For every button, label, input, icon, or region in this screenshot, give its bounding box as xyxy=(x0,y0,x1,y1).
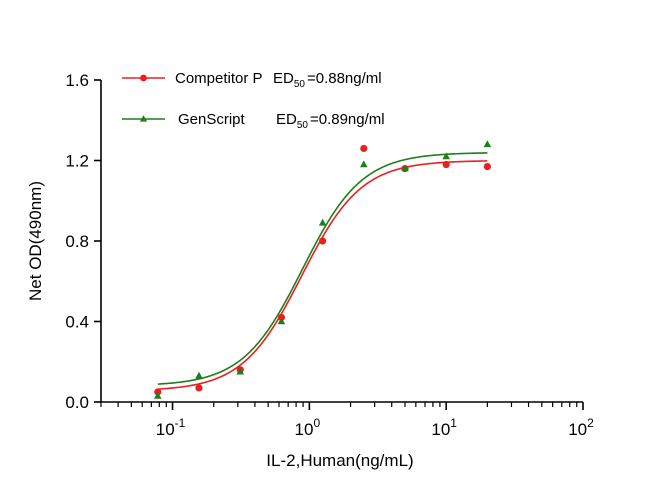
data-points xyxy=(154,140,492,399)
fit-curve-series-0 xyxy=(157,160,488,390)
data-point-series-1 xyxy=(483,140,492,148)
legend-ed50: ED50 =0.89ng/ml xyxy=(276,111,385,131)
data-point-series-0 xyxy=(195,384,203,392)
fit-curve-series-1 xyxy=(157,152,488,385)
data-point-series-0 xyxy=(319,237,327,245)
data-point-series-1 xyxy=(360,160,368,168)
legend-ed50: ED50 =0.88ng/ml xyxy=(273,70,382,90)
x-tick-label: 10-1 xyxy=(156,416,186,439)
data-point-series-1 xyxy=(236,367,245,375)
y-axis-title: Net OD(490nm) xyxy=(26,181,45,301)
x-tick-label: 102 xyxy=(568,416,594,439)
data-point-series-0 xyxy=(442,160,450,169)
x-tick-label: 101 xyxy=(431,416,457,439)
x-tick-label: 100 xyxy=(295,416,321,439)
data-point-series-1 xyxy=(277,317,286,325)
legend: Competitor P ED50 =0.88ng/ml GenScript ED50 =… xyxy=(122,70,385,131)
data-point-series-1 xyxy=(442,152,450,160)
y-tick-label: 0.4 xyxy=(65,313,89,332)
legend-series-name: Competitor P xyxy=(175,70,263,87)
y-tick-label: 1.2 xyxy=(65,152,89,171)
fit-curves xyxy=(157,152,488,390)
legend-series-name: GenScript xyxy=(178,111,246,128)
y-tick-label: 0.0 xyxy=(65,393,89,412)
y-tick-label: 0.8 xyxy=(65,232,89,251)
x-axis-title: IL-2,Human(ng/mL) xyxy=(266,451,413,470)
legend-marker-0 xyxy=(140,74,147,82)
data-point-series-0 xyxy=(360,144,368,153)
y-tick-label: 1.6 xyxy=(65,71,89,90)
data-point-series-0 xyxy=(483,162,491,171)
legend-marker-1 xyxy=(139,115,148,122)
axes: 0.0 0.4 0.8 1.2 1.6 10-1 100 101 102 xyxy=(65,71,594,439)
data-point-series-1 xyxy=(195,371,203,379)
data-point-series-1 xyxy=(401,164,409,172)
data-point-series-1 xyxy=(318,218,327,226)
data-point-series-1 xyxy=(154,391,162,399)
